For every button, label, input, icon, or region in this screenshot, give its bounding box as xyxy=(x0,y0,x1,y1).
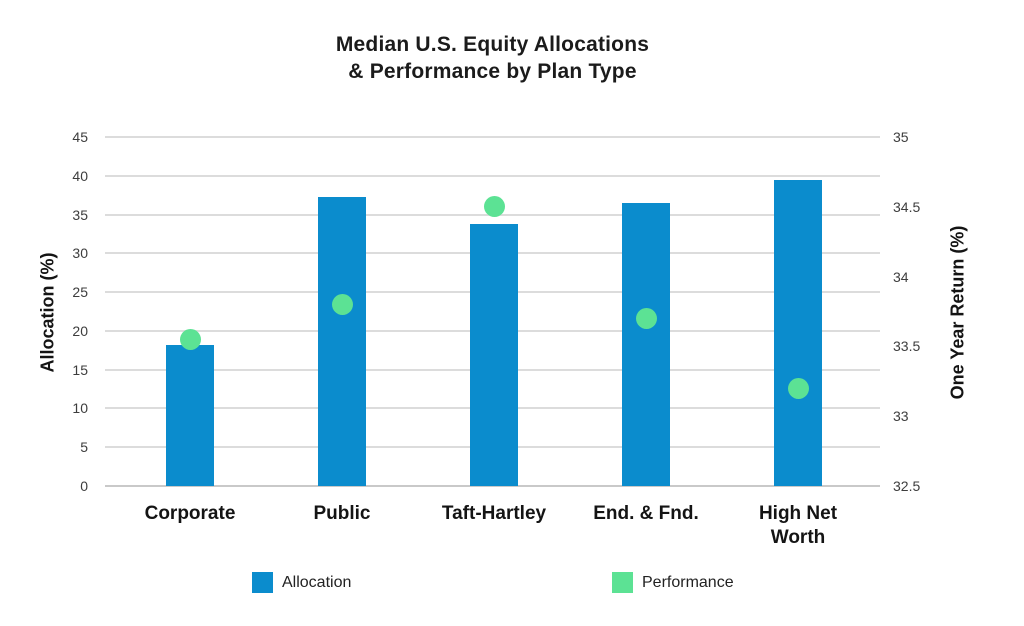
right-axis-tick: 32.5 xyxy=(893,478,921,494)
right-axis-tick: 34.5 xyxy=(893,198,921,215)
performance-dot xyxy=(331,294,353,316)
performance-swatch xyxy=(612,572,633,593)
right-axis-tick: 33.5 xyxy=(893,338,921,355)
gridline xyxy=(105,485,880,487)
performance-dot xyxy=(635,307,657,329)
gridline xyxy=(105,136,880,138)
category-label: Public xyxy=(313,503,371,524)
left-axis-tick: 20 xyxy=(72,322,88,339)
category-label: Taft-Hartley xyxy=(441,503,547,524)
legend-item-performance: Performance xyxy=(612,572,734,593)
left-axis-title: Allocation (%) xyxy=(37,252,58,373)
category-label: Corporate xyxy=(144,503,236,524)
chart-title: Median U.S. Equity Allocations & Perform… xyxy=(105,31,880,85)
allocation-bar xyxy=(470,223,518,486)
allocation-bar xyxy=(774,179,822,486)
allocation-swatch xyxy=(252,572,273,593)
legend-label-performance: Performance xyxy=(642,574,734,591)
left-axis-tick: 45 xyxy=(72,129,88,145)
legend-label-allocation: Allocation xyxy=(282,574,352,591)
left-axis-tick: 35 xyxy=(72,206,88,223)
allocation-bar xyxy=(622,202,670,486)
left-axis-tick: 30 xyxy=(72,245,88,262)
performance-dot xyxy=(483,196,505,218)
gridline xyxy=(105,174,880,177)
left-axis-tick: 5 xyxy=(80,439,88,456)
right-axis-tick: 34 xyxy=(893,268,909,285)
left-axis-tick: 15 xyxy=(72,361,88,378)
right-axis-tick: 35 xyxy=(893,129,909,145)
allocation-bar xyxy=(166,344,214,486)
allocation-bar xyxy=(318,197,366,486)
chart-title-line1: Median U.S. Equity Allocations xyxy=(335,33,650,56)
left-axis-tick: 10 xyxy=(72,400,88,417)
category-label: End. & Fnd. xyxy=(593,503,699,524)
right-axis-tick: 33 xyxy=(893,408,909,425)
left-axis-tick: 40 xyxy=(72,167,88,184)
right-axis-title: One Year Return (%) xyxy=(947,225,968,400)
left-axis-tick: 0 xyxy=(80,478,88,494)
performance-dot xyxy=(179,328,201,350)
performance-dot xyxy=(787,377,809,399)
chart-title-line2: & Performance by Plan Type xyxy=(348,60,637,83)
legend-item-allocation: Allocation xyxy=(252,572,351,593)
left-axis-tick: 25 xyxy=(72,284,88,301)
category-label: High Net Worth xyxy=(758,503,838,548)
